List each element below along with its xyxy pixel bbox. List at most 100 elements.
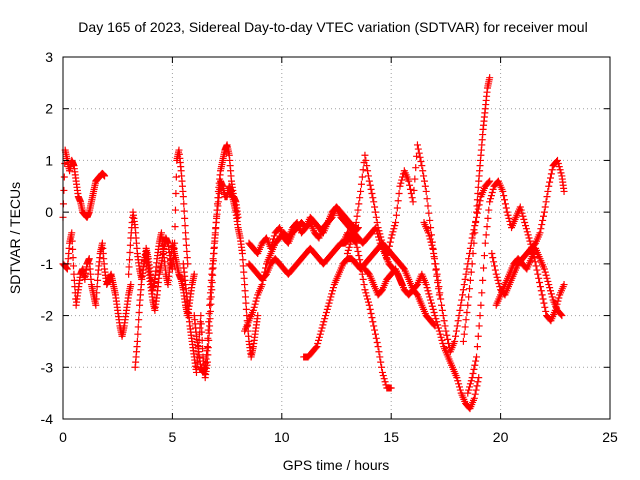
data-point [127, 281, 135, 289]
data-point [481, 239, 489, 247]
data-point [204, 326, 212, 334]
data-point [485, 206, 493, 214]
data-point [472, 218, 480, 226]
data-point [541, 268, 549, 276]
data-point [424, 287, 432, 295]
data-point [349, 231, 357, 239]
data-point [489, 254, 497, 262]
data-point [182, 235, 190, 243]
data-point [560, 187, 568, 195]
data-point [466, 383, 474, 391]
data-point [525, 234, 533, 242]
data-point [207, 300, 215, 308]
data-point [377, 358, 385, 366]
data-point [250, 303, 258, 311]
data-point [171, 206, 179, 214]
y-axis-label: SDTVAR / TECUs [7, 182, 23, 294]
data-point [207, 283, 215, 291]
data-point [422, 281, 430, 289]
data-point [547, 290, 555, 298]
data-point [353, 212, 361, 220]
data-point [499, 187, 507, 195]
data-point [478, 289, 486, 297]
data-point [470, 226, 478, 234]
data-point [456, 386, 464, 394]
data-point [410, 186, 418, 194]
data-point [435, 283, 443, 291]
data-point [380, 245, 388, 253]
data-point [491, 266, 499, 274]
data-point [521, 218, 529, 226]
data-point [270, 232, 278, 240]
data-point [209, 271, 217, 279]
y-tick-label: 0 [45, 204, 53, 220]
data-point [126, 256, 134, 264]
data-point [328, 290, 336, 298]
data-point [205, 318, 213, 326]
data-point [546, 287, 554, 295]
data-point [70, 270, 78, 278]
data-point [408, 194, 416, 202]
data-point [373, 218, 381, 226]
data-point [70, 262, 78, 270]
y-tick-label: -3 [41, 359, 54, 375]
data-point [391, 222, 399, 230]
data-point [429, 244, 437, 252]
data-point [432, 315, 440, 323]
data-point [359, 275, 367, 283]
data-point [238, 250, 246, 258]
data-point [432, 265, 440, 273]
data-point [538, 221, 546, 229]
data-point [524, 231, 532, 239]
data-point [60, 186, 68, 194]
data-point [470, 239, 478, 247]
data-point [312, 344, 320, 352]
data-point [468, 374, 476, 382]
data-point [346, 240, 354, 248]
data-point [205, 329, 213, 337]
data-point [557, 311, 565, 319]
data-point [473, 209, 481, 217]
data-point [324, 302, 332, 310]
data-point [526, 237, 534, 245]
data-point [206, 315, 214, 323]
data-point [396, 182, 404, 190]
data-point [94, 276, 102, 284]
data-point [360, 281, 368, 289]
data-point [421, 182, 429, 190]
data-point [522, 225, 530, 233]
data-point [461, 275, 469, 283]
data-point [374, 343, 382, 351]
data-point [502, 204, 510, 212]
data-point [359, 166, 367, 174]
data-point [370, 198, 378, 206]
data-point [126, 248, 134, 256]
x-axis-label: GPS time / hours [283, 457, 390, 473]
data-point [554, 160, 562, 168]
data-point [354, 206, 362, 214]
data-point [364, 295, 372, 303]
data-point [239, 262, 247, 270]
data-point [376, 230, 384, 238]
data-point [375, 348, 383, 356]
data-point [474, 332, 482, 340]
data-point [545, 281, 553, 289]
data-point [372, 334, 380, 342]
data-point [532, 262, 540, 270]
data-point [452, 327, 460, 335]
data-point [327, 293, 335, 301]
data-point [466, 244, 474, 252]
data-point [414, 145, 422, 153]
data-point [413, 141, 421, 149]
data-point [470, 394, 478, 402]
x-tick-label: 10 [274, 429, 290, 445]
data-point [471, 361, 479, 369]
data-point [381, 378, 389, 386]
data-point [517, 206, 525, 214]
data-point [351, 238, 359, 246]
data-point [323, 305, 331, 313]
data-point [487, 195, 495, 203]
data-point [466, 285, 474, 293]
data-point [409, 198, 417, 206]
